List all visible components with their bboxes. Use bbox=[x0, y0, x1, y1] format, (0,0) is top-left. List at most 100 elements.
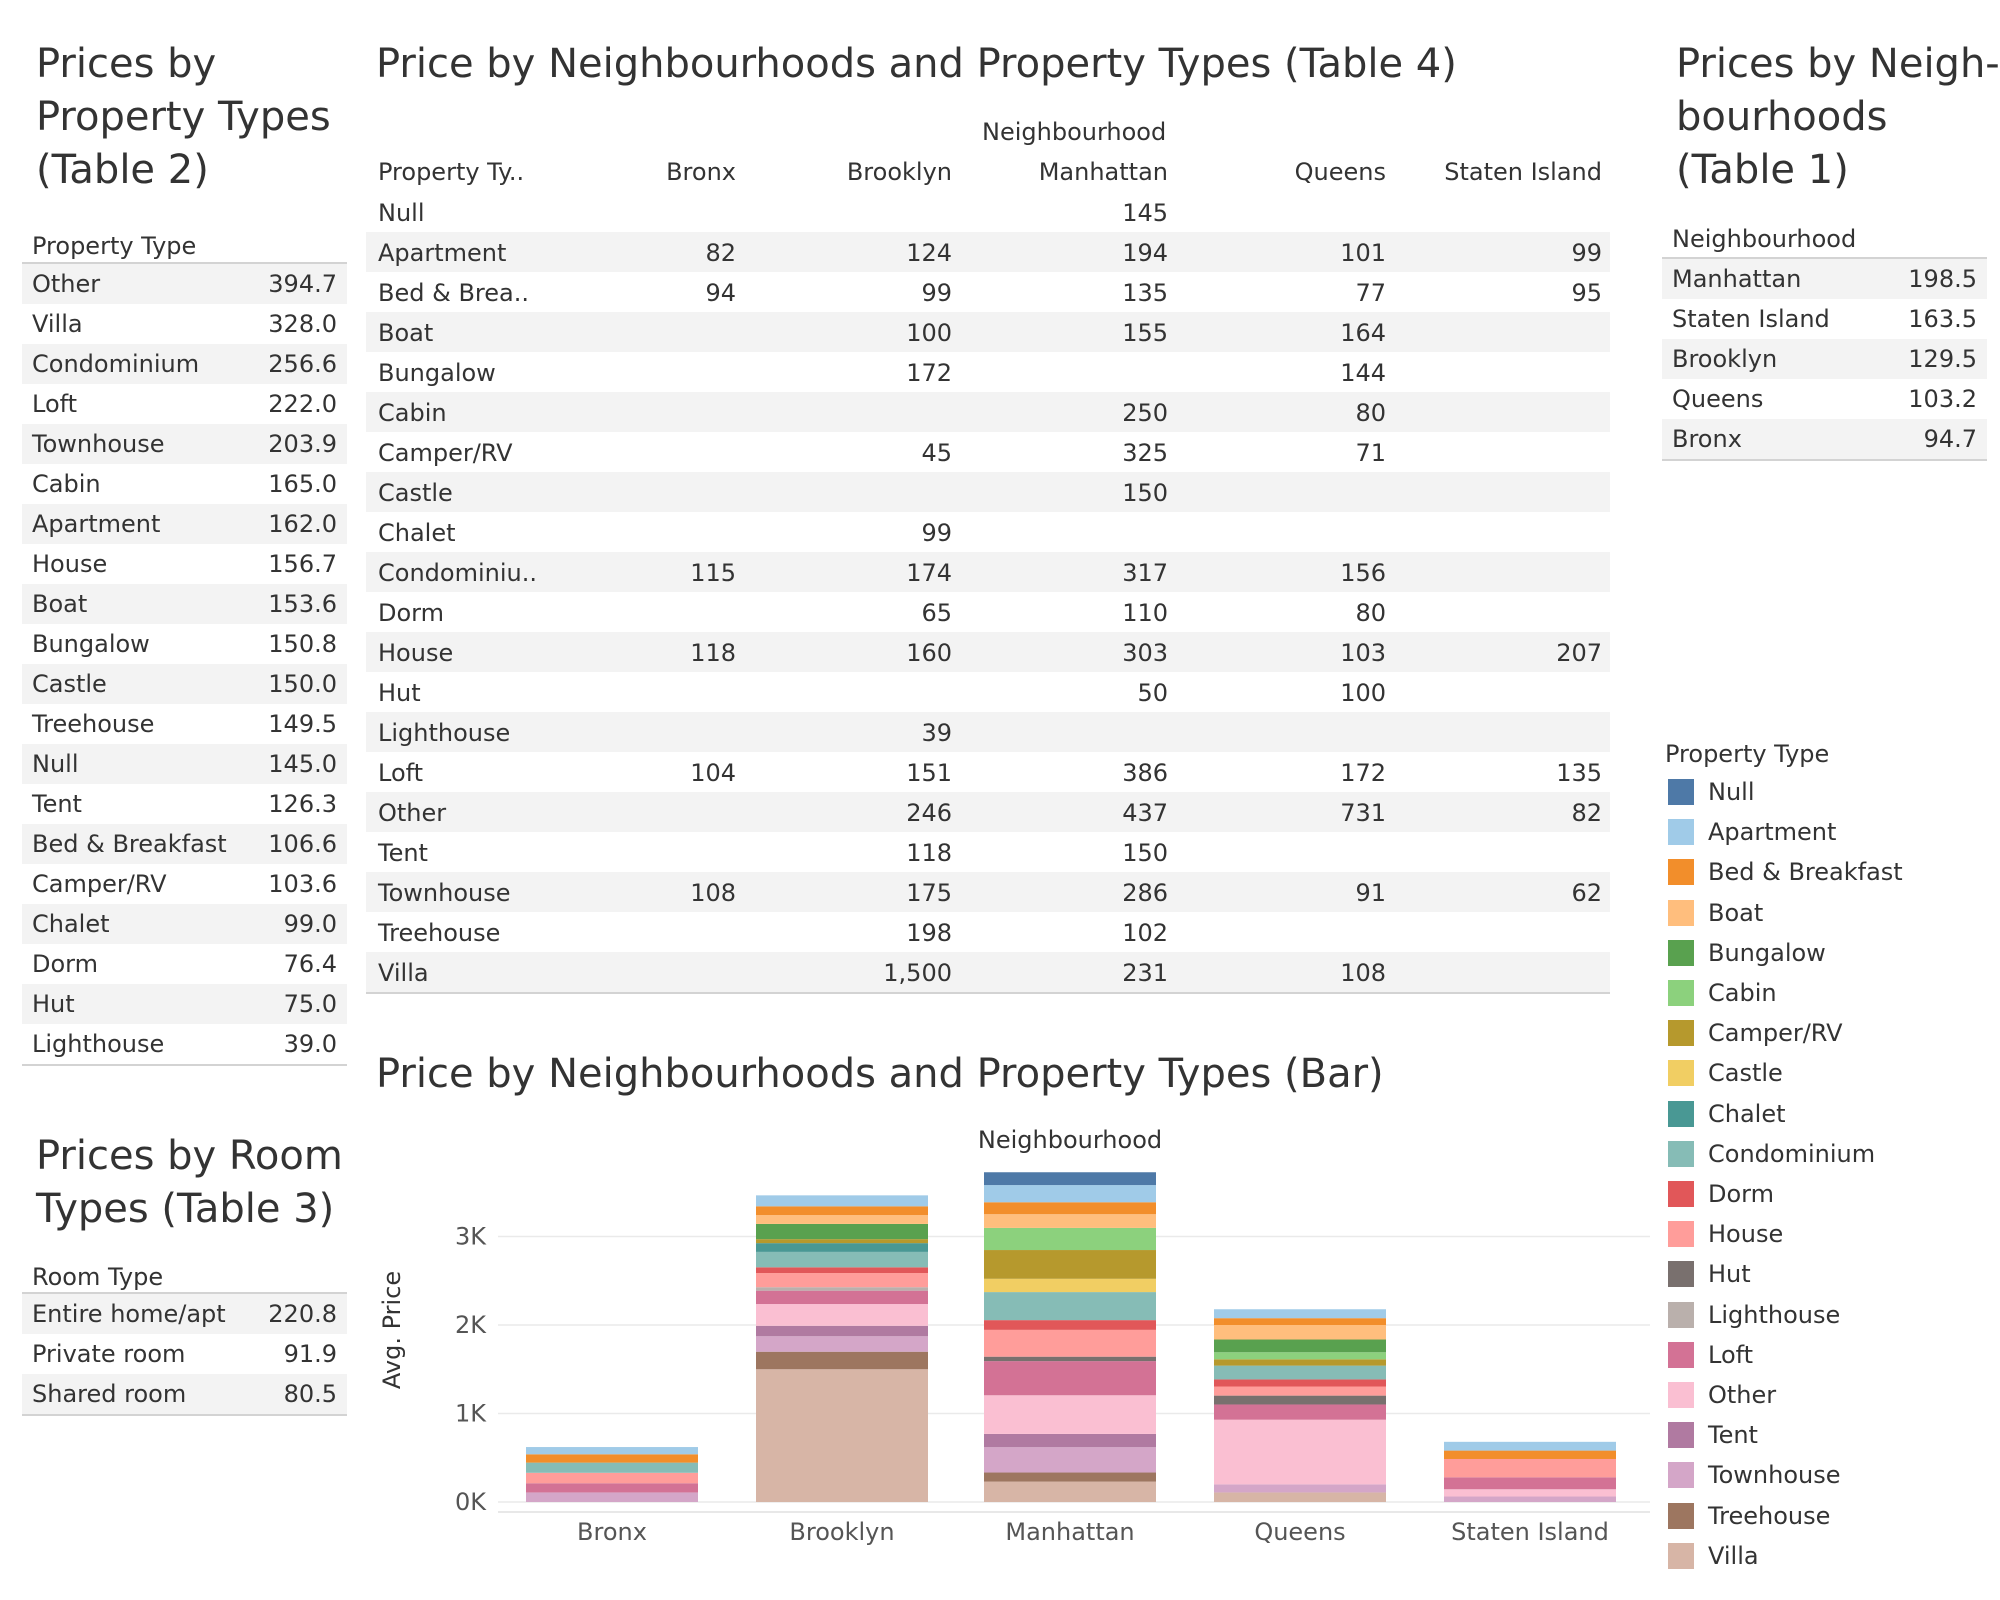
table-cell: 164 bbox=[1340, 319, 1386, 347]
legend-item: Townhouse bbox=[1668, 1455, 1840, 1495]
y-tick-label: 2K bbox=[455, 1311, 487, 1339]
legend-item: Apartment bbox=[1668, 812, 1836, 852]
legend-swatch bbox=[1668, 1301, 1694, 1328]
bar-segment-house bbox=[1444, 1458, 1616, 1478]
table-row: Bungalow 150.8 bbox=[22, 624, 347, 664]
bar-segment-boat bbox=[1214, 1325, 1386, 1340]
table1-title-line: (Table 1) bbox=[1676, 147, 1849, 193]
table-cell: 108 bbox=[1340, 959, 1386, 987]
table4-row-header: Property Ty.. bbox=[378, 158, 525, 186]
table-cell: 62 bbox=[1571, 879, 1602, 907]
x-tick-label: Manhattan bbox=[1005, 1518, 1134, 1546]
divider bbox=[22, 262, 347, 264]
table-row: Treehouse 149.5 bbox=[22, 704, 347, 744]
row-label: Manhattan bbox=[1672, 265, 1802, 293]
bar-segment-apartment bbox=[1444, 1441, 1616, 1451]
bar-chart-title: Price by Neighbourhoods and Property Typ… bbox=[376, 1051, 1384, 1097]
row-value: 91.9 bbox=[283, 1340, 337, 1368]
bar-segment-townhouse bbox=[1214, 1484, 1386, 1493]
row-label: Staten Island bbox=[1672, 305, 1830, 333]
table-cell: 325 bbox=[1122, 439, 1168, 467]
table-cell: 100 bbox=[1340, 679, 1386, 707]
legend-label: Hut bbox=[1708, 1260, 1751, 1289]
bar-segment-loft bbox=[1444, 1477, 1616, 1490]
table-cell: 198 bbox=[906, 919, 952, 947]
bar-segment-boat bbox=[756, 1215, 928, 1224]
column-header-staten-island: Staten Island bbox=[1444, 158, 1602, 186]
row-label: Camper/RV bbox=[378, 439, 513, 467]
table-row bbox=[366, 752, 1610, 792]
bar-segment-condominium bbox=[984, 1292, 1156, 1321]
row-label: Entire home/apt bbox=[32, 1300, 226, 1328]
table-row bbox=[366, 512, 1610, 552]
table-row: Queens 103.2 bbox=[1662, 379, 1987, 419]
table2-title-line: Prices by bbox=[36, 41, 217, 87]
legend-swatch bbox=[1668, 1181, 1694, 1207]
table-cell: 100 bbox=[906, 319, 952, 347]
table-row: Townhouse 203.9 bbox=[22, 424, 347, 464]
row-value: 328.0 bbox=[268, 310, 337, 338]
table-row bbox=[366, 472, 1610, 512]
table-cell: 172 bbox=[1340, 759, 1386, 787]
legend-item: Chalet bbox=[1668, 1094, 1786, 1134]
table-cell: 99 bbox=[921, 279, 952, 307]
bar-segment-bed-breakfast bbox=[984, 1202, 1156, 1215]
bar-segment-hut bbox=[1214, 1395, 1386, 1405]
bar-segment-bed-breakfast bbox=[1214, 1318, 1386, 1325]
legend-swatch bbox=[1668, 819, 1694, 846]
bar-segment-castle bbox=[984, 1278, 1156, 1293]
legend-label: Tent bbox=[1708, 1421, 1758, 1450]
legend-label: Other bbox=[1708, 1381, 1777, 1409]
row-value: 256.6 bbox=[268, 350, 337, 378]
table-cell: 118 bbox=[906, 839, 952, 867]
table-cell: 317 bbox=[1122, 559, 1168, 587]
table-row: Cabin 165.0 bbox=[22, 464, 347, 504]
table-row bbox=[366, 312, 1610, 352]
table-row: Camper/RV 103.6 bbox=[22, 864, 347, 904]
bar-segment-villa bbox=[756, 1369, 928, 1502]
row-label: Tent bbox=[378, 839, 428, 867]
row-label: Bronx bbox=[1672, 425, 1742, 453]
legend-swatch bbox=[1668, 1020, 1694, 1047]
row-label: Boat bbox=[378, 319, 434, 347]
legend-swatch bbox=[1668, 1462, 1694, 1489]
table-cell: 175 bbox=[906, 879, 952, 907]
table-cell: 124 bbox=[906, 239, 952, 267]
table-cell: 144 bbox=[1340, 359, 1386, 387]
row-label: Apartment bbox=[32, 510, 161, 538]
legend-label: Dorm bbox=[1708, 1180, 1774, 1208]
bar-segment-tent bbox=[756, 1325, 928, 1337]
table-cell: 50 bbox=[1137, 679, 1168, 707]
legend-label: Lighthouse bbox=[1708, 1300, 1841, 1329]
table-cell: 150 bbox=[1122, 479, 1168, 507]
legend-item: Hut bbox=[1668, 1254, 1751, 1294]
row-label: Townhouse bbox=[32, 430, 165, 458]
legend-swatch bbox=[1668, 939, 1694, 966]
row-label: Villa bbox=[32, 310, 83, 338]
table-cell: 99 bbox=[1571, 239, 1602, 267]
row-label: Hut bbox=[378, 679, 421, 707]
row-value: 99.0 bbox=[283, 910, 337, 938]
bar-segment-camper-rv bbox=[984, 1250, 1156, 1279]
legend-item: Bed & Breakfast bbox=[1668, 852, 1903, 892]
divider bbox=[22, 1414, 347, 1416]
row-value: 198.5 bbox=[1908, 265, 1977, 293]
legend-swatch bbox=[1668, 1422, 1694, 1449]
legend-item: Cabin bbox=[1668, 973, 1777, 1013]
row-label: Lighthouse bbox=[32, 1030, 165, 1058]
bar-segment-townhouse bbox=[756, 1336, 928, 1352]
bar-segment-tent bbox=[984, 1433, 1156, 1448]
bar-segment-townhouse bbox=[526, 1492, 698, 1502]
divider bbox=[1662, 459, 1987, 461]
table-row bbox=[366, 672, 1610, 712]
table-row: Loft 222.0 bbox=[22, 384, 347, 424]
legend-swatch bbox=[1668, 859, 1694, 886]
legend-label: Castle bbox=[1708, 1059, 1783, 1088]
legend-label: Bed & Breakfast bbox=[1708, 858, 1903, 887]
legend-swatch bbox=[1668, 1140, 1694, 1167]
table4-group-header: Neighbourhood bbox=[982, 118, 1167, 146]
bar-segment-bed-breakfast bbox=[526, 1454, 698, 1463]
legend-item: Null bbox=[1668, 772, 1755, 812]
table-row: Bed & Breakfast 106.6 bbox=[22, 824, 347, 864]
bar-segment-boat bbox=[984, 1214, 1156, 1228]
